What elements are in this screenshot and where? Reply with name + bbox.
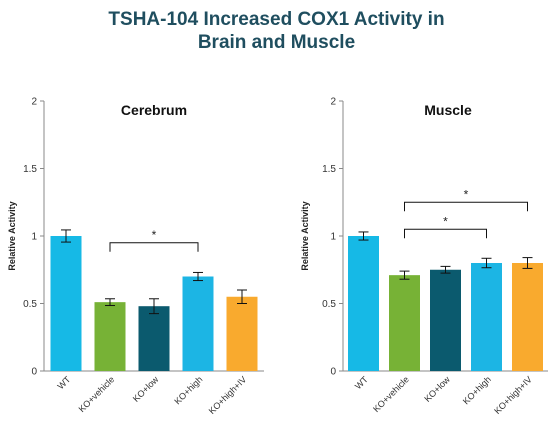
- panel-1-y-tick-label: 1: [31, 232, 37, 243]
- panel-1-significance-marker: *: [152, 228, 157, 242]
- panel-2-bar-ko-high: [471, 263, 502, 371]
- panel-1-bar-ko-high: [182, 276, 214, 371]
- panel-2-bar-ko-low: [430, 269, 461, 371]
- panel-2-significance-marker: *: [464, 187, 469, 201]
- panel-2-x-tick-label: KO+vehicle: [371, 374, 411, 414]
- panel-1-x-tick-label: WT: [55, 374, 72, 391]
- panel-2-y-axis-title: Relative Activity: [300, 201, 310, 270]
- panel-1-significance-bracket: [109, 242, 199, 252]
- panel-1-x-tick-label: KO+high: [172, 374, 204, 406]
- panel-2-x-tick-label: WT: [353, 374, 370, 391]
- panel-2-bar-wt: [348, 236, 379, 371]
- panel-2-y-tick-label: 1.5: [322, 164, 336, 175]
- panel-2-bar-ko-vehicle: [389, 275, 420, 371]
- chart-title-line-2: Brain and Muscle: [197, 32, 356, 53]
- panel-1-x-tick-label: KO+low: [131, 374, 161, 404]
- panel-2-x-tick-label: KO+high+IV: [492, 374, 534, 416]
- panel-2-significance-bracket: [404, 201, 528, 212]
- panel-2-significance-marker: *: [443, 214, 448, 228]
- panel-1-y-axis-title: Relative Activity: [7, 201, 17, 270]
- panel-2-x-tick-label: KO+low: [422, 374, 452, 404]
- panel-2-y-tick-label: 2: [330, 97, 336, 108]
- panel-1-y-tick-label: 0.5: [23, 299, 37, 310]
- panel-1-x-tick-label: KO+high+IV: [207, 374, 249, 416]
- panel-1-bar-ko-high-iv: [226, 296, 258, 371]
- chart-title-line-1: TSHA-104 Increased COX1 Activity in: [108, 9, 445, 30]
- panel-2-bar-ko-high-iv: [512, 263, 543, 371]
- panel-2-significance-bracket: [404, 228, 487, 239]
- panel-2-y-tick-label: 1: [330, 232, 336, 243]
- panel-2-y-tick-label: 0: [330, 367, 336, 378]
- panel-2-y-tick-label: 0.5: [322, 299, 336, 310]
- panel-1-y-tick-label: 1.5: [23, 164, 37, 175]
- panel-1-y-tick-label: 2: [31, 97, 37, 108]
- panel-1-bar-wt: [50, 236, 82, 371]
- panel-2-title: Muscle: [424, 102, 472, 118]
- panel-1-title: Cerebrum: [121, 102, 187, 118]
- chart-title: TSHA-104 Increased COX1 Activity in Brai…: [0, 8, 553, 54]
- panel-2-x-tick-label: KO+high: [461, 374, 493, 406]
- panel-1-bar-ko-vehicle: [94, 302, 126, 371]
- panel-1-x-tick-label: KO+vehicle: [77, 374, 117, 414]
- panel-1-bar-ko-low: [138, 306, 170, 371]
- panel-1-y-tick-label: 0: [31, 367, 37, 378]
